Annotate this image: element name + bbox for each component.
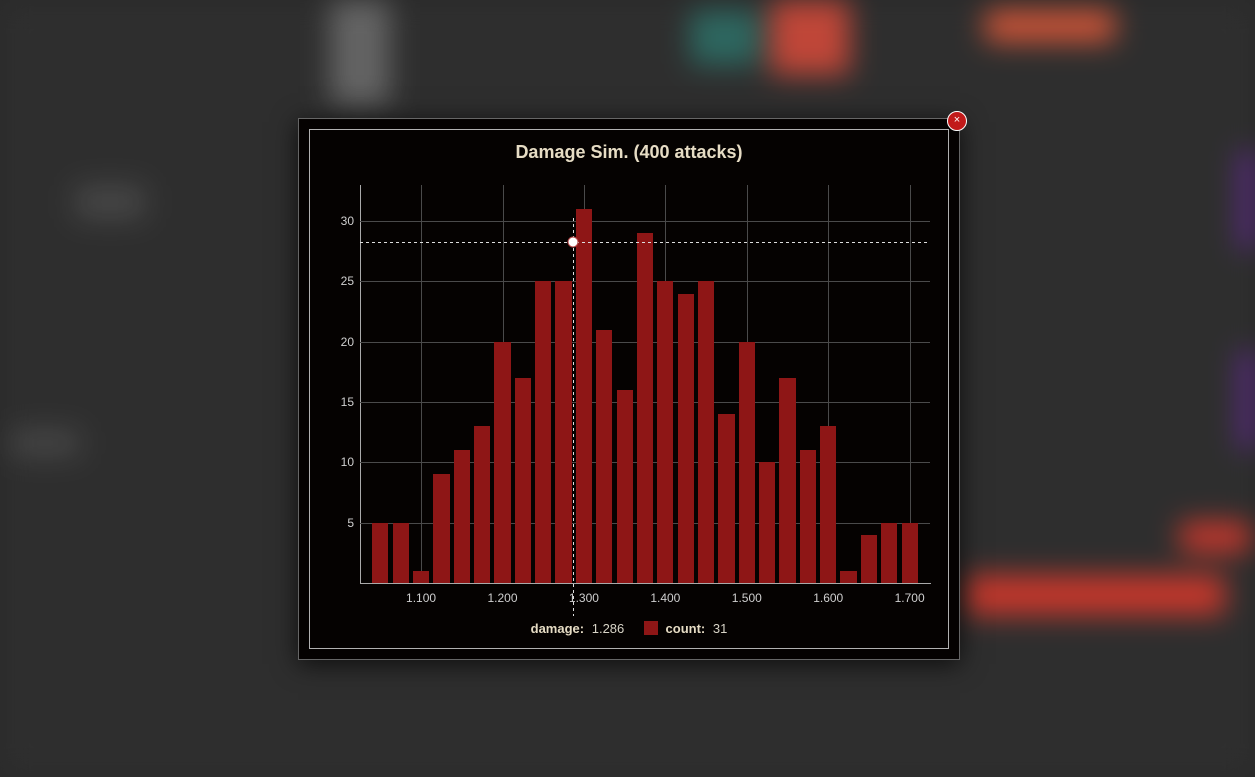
gridline-h	[360, 221, 930, 222]
x-tick-label: 1.400	[645, 591, 685, 605]
x-tick-label: 1.700	[890, 591, 930, 605]
histogram-bar[interactable]	[678, 294, 694, 583]
histogram-bar[interactable]	[515, 378, 531, 583]
legend-count-label: count:	[666, 621, 706, 636]
x-tick-label: 1.200	[483, 591, 523, 605]
x-tick-label: 1.300	[564, 591, 604, 605]
histogram-bar[interactable]	[820, 426, 836, 583]
close-button[interactable]: ×	[947, 111, 967, 131]
legend-count-value: 31	[713, 621, 727, 636]
x-tick-label: 1.100	[401, 591, 441, 605]
histogram-bar[interactable]	[902, 523, 918, 583]
chart-legend: damage: 1.286 count: 31	[310, 621, 948, 636]
y-tick-label: 30	[326, 214, 354, 228]
y-tick-label: 10	[326, 455, 354, 469]
histogram-bar[interactable]	[759, 462, 775, 583]
histogram-bar[interactable]	[454, 450, 470, 583]
histogram-bar[interactable]	[800, 450, 816, 583]
x-tick-label: 1.600	[808, 591, 848, 605]
histogram-bar[interactable]	[474, 426, 490, 583]
legend-swatch	[644, 621, 658, 635]
histogram-bar[interactable]	[393, 523, 409, 583]
legend-damage-label: damage:	[531, 621, 584, 636]
histogram-bar[interactable]	[881, 523, 897, 583]
histogram-bar[interactable]	[657, 281, 673, 583]
modal-inner: Damage Sim. (400 attacks) damage: 1.286 …	[309, 129, 949, 649]
histogram-bar[interactable]	[861, 535, 877, 583]
close-icon: ×	[954, 114, 960, 126]
histogram-bar[interactable]	[637, 233, 653, 583]
histogram-bar[interactable]	[840, 571, 856, 583]
histogram-bar[interactable]	[698, 281, 714, 583]
histogram-bar[interactable]	[413, 571, 429, 583]
histogram-bar[interactable]	[433, 474, 449, 583]
histogram-bar[interactable]	[535, 281, 551, 583]
histogram-bar[interactable]	[555, 281, 571, 583]
histogram-bar[interactable]	[739, 342, 755, 583]
gridline-v	[421, 185, 422, 583]
chart-title: Damage Sim. (400 attacks)	[310, 130, 948, 163]
y-tick-label: 5	[326, 516, 354, 530]
histogram-bar[interactable]	[576, 209, 592, 583]
y-tick-label: 25	[326, 274, 354, 288]
x-tick-label: 1.500	[727, 591, 767, 605]
histogram-bar[interactable]	[779, 378, 795, 583]
histogram-bar[interactable]	[494, 342, 510, 583]
legend-damage-value: 1.286	[592, 621, 625, 636]
histogram-bar[interactable]	[718, 414, 734, 583]
y-tick-label: 15	[326, 395, 354, 409]
histogram-bar[interactable]	[596, 330, 612, 583]
damage-sim-modal: × Damage Sim. (400 attacks) damage: 1.28…	[298, 118, 960, 660]
y-tick-label: 20	[326, 335, 354, 349]
histogram-bar[interactable]	[372, 523, 388, 583]
histogram-bar[interactable]	[617, 390, 633, 583]
